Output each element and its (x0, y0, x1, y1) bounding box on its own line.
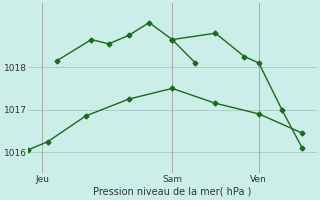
X-axis label: Pression niveau de la mer( hPa ): Pression niveau de la mer( hPa ) (93, 187, 252, 197)
